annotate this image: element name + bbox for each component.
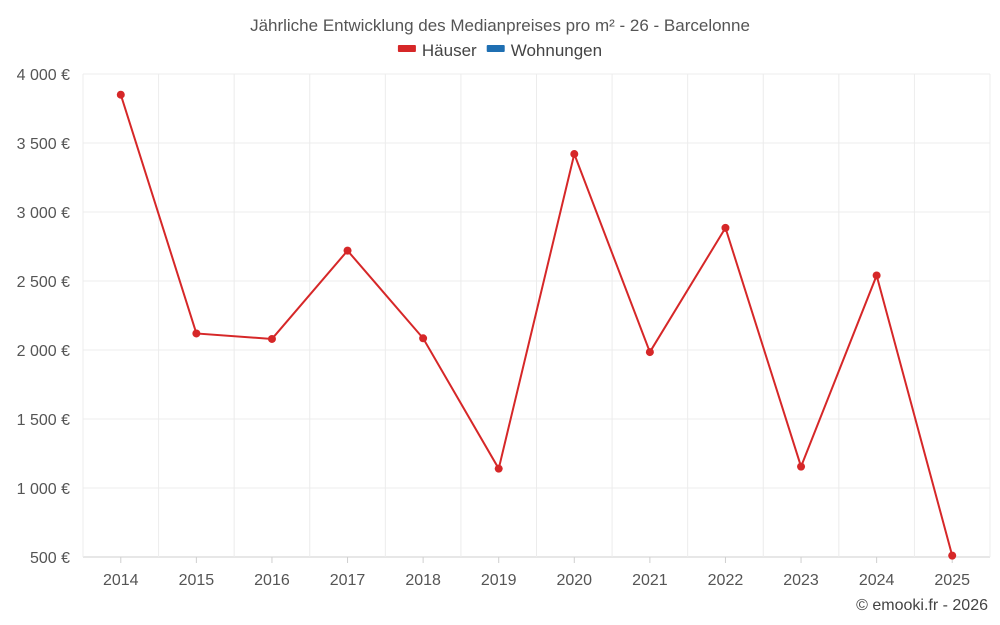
x-tick-label: 2024 [859,572,895,589]
y-axis-ticks: 500 € 1 000 € 1 500 € 2 000 € 2 500 € 3 000 €… [17,67,70,567]
y-tick-label: 2 500 € [17,274,70,291]
x-tick-label: 2023 [783,572,819,589]
legend: Häuser Wohnungen [397,41,602,60]
series-0 [116,90,957,560]
y-tick-label: 4 000 € [17,67,70,84]
series-line [119,94,954,556]
credit-text: © emooki.fr - 2026 [856,597,988,614]
y-tick-label: 1 000 € [17,481,70,498]
data-point[interactable] [267,334,276,343]
legend-label[interactable]: Wohnungen [511,41,602,60]
legend-label[interactable]: Häuser [422,41,477,60]
x-tick-label: 2015 [179,572,215,589]
y-tick-label: 1 500 € [17,412,70,429]
x-axis-ticks: 2014 2015 2016 2017 2018 2019 2020 2021 2022 2023… [103,557,970,589]
x-tick-label: 2017 [330,572,366,589]
x-tick-label: 2016 [254,572,290,589]
data-point[interactable] [645,348,654,357]
data-point[interactable] [721,223,730,232]
x-tick-label: 2018 [405,572,441,589]
x-tick-label: 2014 [103,572,139,589]
data-point[interactable] [192,329,201,338]
y-tick-label: 3 500 € [17,136,70,153]
chart-title: Jährliche Entwicklung des Medianpreises … [250,16,750,35]
data-point[interactable] [948,551,957,560]
data-point[interactable] [419,334,428,343]
grid [82,73,991,558]
y-tick-label: 2 000 € [17,343,70,360]
data-point[interactable] [343,246,352,255]
x-tick-label: 2025 [934,572,970,589]
series-layer [116,90,957,560]
legend-swatch [486,45,505,52]
data-point[interactable] [797,462,806,471]
y-tick-label: 3 000 € [17,205,70,222]
data-point[interactable] [116,90,125,99]
data-point[interactable] [570,150,579,159]
x-tick-label: 2022 [708,572,744,589]
x-tick-label: 2021 [632,572,668,589]
x-tick-label: 2019 [481,572,517,589]
x-tick-label: 2020 [556,572,592,589]
y-tick-label: 500 € [30,550,70,567]
data-point[interactable] [872,271,881,280]
legend-swatch [397,45,416,52]
data-point[interactable] [494,464,503,473]
